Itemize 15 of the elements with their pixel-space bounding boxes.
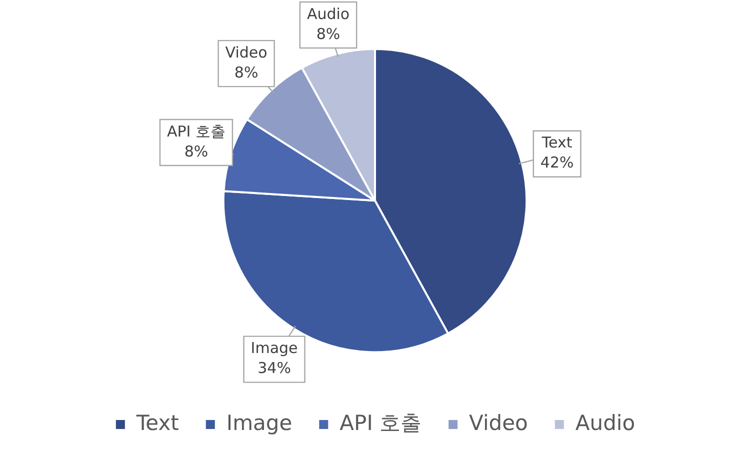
- legend-label: Text: [135, 410, 179, 435]
- data-label: 8%: [184, 142, 208, 160]
- slice-label: API 호출: [166, 122, 226, 140]
- data-label: 42%: [540, 154, 574, 172]
- slice-label: Image: [250, 339, 298, 358]
- slice-label: Video: [225, 43, 268, 62]
- legend-label: Audio: [575, 410, 636, 435]
- legend-label: Video: [469, 410, 528, 435]
- legend-label: Image: [226, 410, 292, 435]
- slice-label: Text: [540, 134, 572, 152]
- slice-label: Audio: [306, 4, 350, 23]
- legend-label: API 호출: [340, 410, 422, 435]
- data-label: 8%: [234, 63, 258, 82]
- data-label: 8%: [316, 24, 340, 43]
- data-label: 34%: [258, 359, 291, 378]
